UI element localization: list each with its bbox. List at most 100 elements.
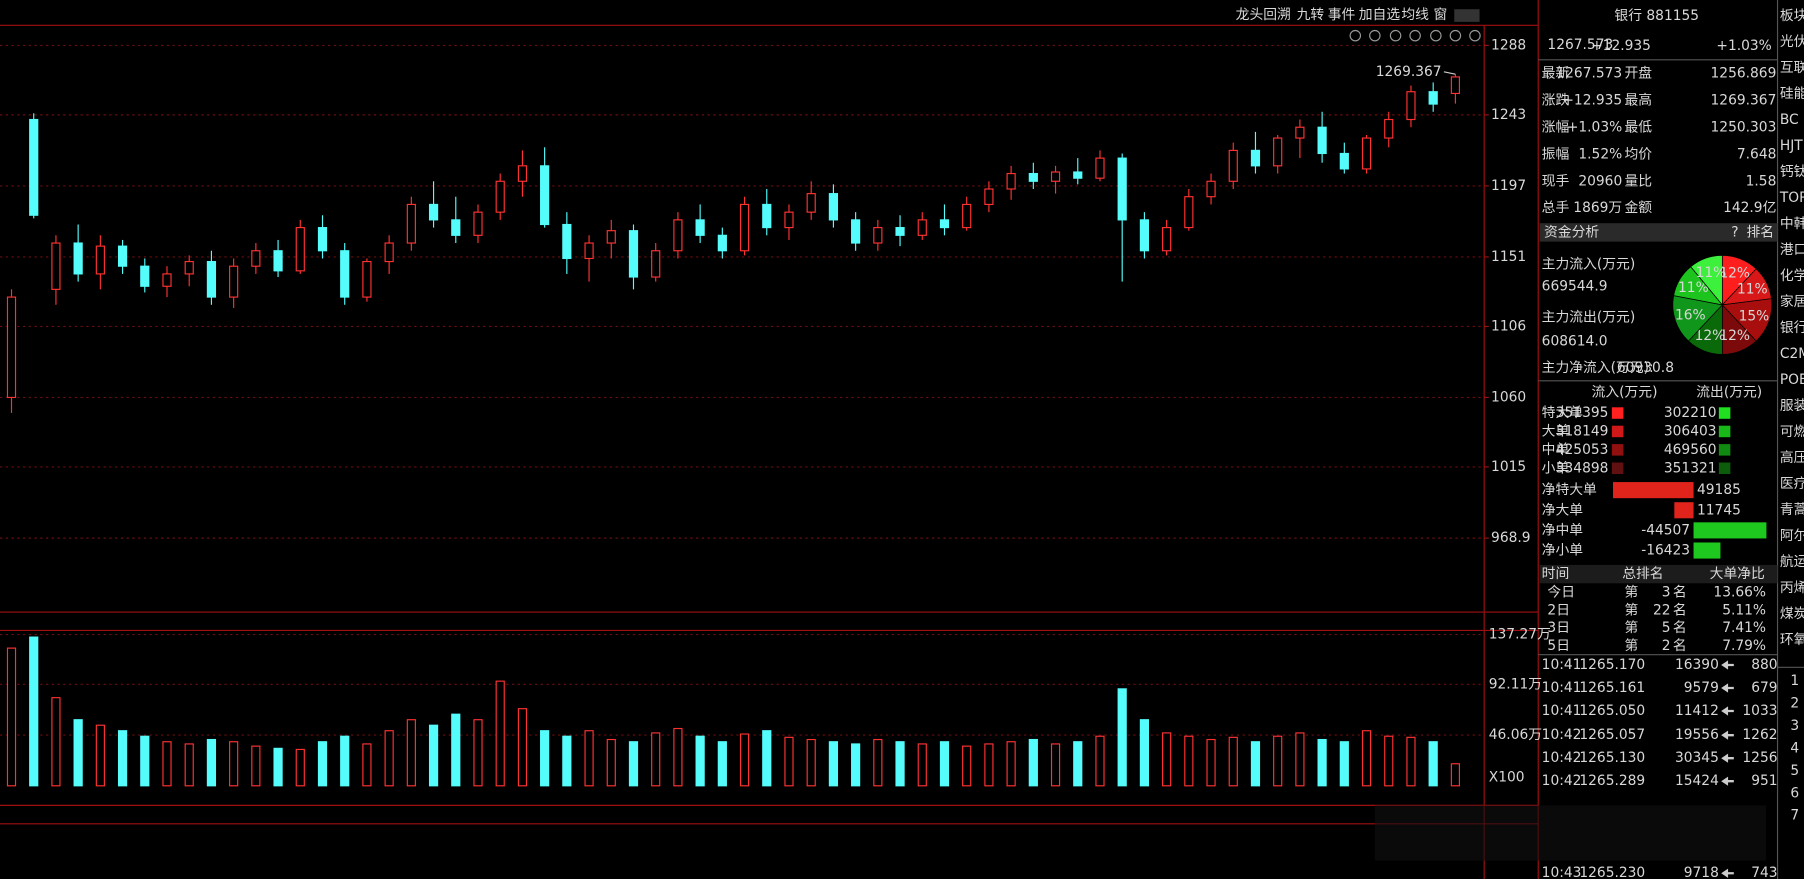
- sector-item[interactable]: 服装: [1780, 398, 1804, 414]
- quote-label: 现手: [1542, 173, 1570, 189]
- sector-item[interactable]: C2M: [1780, 346, 1804, 362]
- quote-label: 量比: [1625, 173, 1653, 189]
- sector-item[interactable]: 互联: [1780, 60, 1804, 76]
- trade-count: 1033: [1742, 703, 1777, 719]
- candle-body: [1384, 118, 1394, 139]
- toolbar-button[interactable]: 窗: [1434, 6, 1448, 23]
- page-number[interactable]: 3: [1790, 718, 1799, 734]
- sector-item[interactable]: 港口: [1780, 242, 1804, 258]
- quote-value: 7.648: [1737, 146, 1777, 162]
- sector-item[interactable]: 青蒿: [1780, 502, 1804, 518]
- candle-body: [695, 219, 705, 236]
- sector-item[interactable]: TOP: [1779, 190, 1804, 206]
- volume-bar: [295, 748, 305, 787]
- tool-icon[interactable]: [1369, 29, 1381, 42]
- outflow-label: 主力流出(万元): [1542, 310, 1636, 326]
- sector-item[interactable]: 可燃: [1780, 423, 1804, 440]
- sector-item[interactable]: 中韩: [1780, 216, 1804, 232]
- page-number[interactable]: 6: [1790, 785, 1799, 801]
- volume-bar: [451, 713, 461, 787]
- tool-icon[interactable]: [1389, 29, 1402, 42]
- quote-label: 最新: [1542, 66, 1570, 82]
- sector-item[interactable]: 环氧: [1780, 632, 1804, 648]
- net-bar: [1693, 542, 1721, 559]
- y-tick-label: 1015: [1491, 459, 1526, 475]
- tool-icon[interactable]: [1469, 29, 1481, 42]
- candle-body: [584, 242, 594, 260]
- sector-item[interactable]: 光伏: [1780, 34, 1804, 50]
- sector-item[interactable]: 医疗: [1780, 476, 1804, 492]
- page-number[interactable]: 1: [1790, 673, 1799, 689]
- candle-body: [428, 203, 439, 221]
- toolbar-button[interactable]: 事件: [1328, 7, 1356, 23]
- rank-button[interactable]: 排名: [1746, 224, 1774, 240]
- page-number[interactable]: 5: [1790, 763, 1799, 779]
- sector-item[interactable]: 钙钛: [1780, 164, 1804, 180]
- trade-time: 10:43: [1542, 865, 1582, 879]
- sector-item[interactable]: 银行: [1780, 320, 1804, 336]
- toolbar-button[interactable]: 均线: [1401, 7, 1429, 23]
- sector-item[interactable]: BC: [1780, 112, 1799, 128]
- tool-icon[interactable]: [1349, 29, 1362, 42]
- sector-item[interactable]: 化学: [1780, 268, 1804, 284]
- pie-label: 12%: [1719, 266, 1750, 282]
- sector-item[interactable]: 硅能: [1780, 86, 1804, 102]
- candle-body: [1139, 219, 1150, 252]
- toolbar-arrow[interactable]: [1454, 9, 1480, 22]
- volume-bar: [828, 741, 839, 787]
- page-number[interactable]: 2: [1790, 696, 1799, 712]
- pie-label: 16%: [1675, 307, 1706, 323]
- price-pct: +1.03%: [1716, 38, 1771, 54]
- sector-item[interactable]: 板块: [1780, 8, 1804, 24]
- volume-bar: [1450, 763, 1460, 787]
- volume-bar: [473, 719, 483, 787]
- rank-text: 名: [1673, 585, 1687, 601]
- sector-item[interactable]: 丙烯: [1780, 580, 1804, 596]
- page-number[interactable]: 4: [1790, 740, 1799, 756]
- candle-body: [717, 234, 727, 252]
- trade-volume: 30345: [1675, 750, 1719, 766]
- volume-bar: [562, 735, 572, 787]
- toolbar-button[interactable]: 加自选: [1359, 7, 1401, 23]
- help-button[interactable]: ?: [1731, 224, 1738, 240]
- sector-item[interactable]: 阿尔: [1780, 528, 1804, 544]
- volume-bar: [1095, 735, 1105, 787]
- tool-icon[interactable]: [1409, 29, 1421, 42]
- flow-swatch: [1611, 462, 1624, 475]
- toolbar-button[interactable]: 九转: [1297, 7, 1325, 23]
- net-value: -44507: [1641, 522, 1690, 538]
- quote-value: 20960: [1578, 173, 1622, 189]
- volume-unit: X100: [1489, 770, 1525, 786]
- rank-text: 第: [1625, 619, 1639, 636]
- rank-period: 3日: [1547, 620, 1570, 636]
- volume-bar: [1139, 719, 1150, 787]
- toolbar-button[interactable]: 龙头回溯: [1236, 7, 1291, 23]
- pie-slice: [1690, 255, 1723, 306]
- sector-item[interactable]: HJT: [1780, 138, 1803, 154]
- volume-bar: [606, 738, 616, 787]
- net-label: 净特大单: [1542, 482, 1597, 498]
- tool-icon[interactable]: [1430, 29, 1442, 42]
- candle-body: [1006, 172, 1016, 190]
- candle-body: [562, 223, 572, 260]
- trade-count: 880: [1751, 657, 1777, 673]
- rank-text: 名: [1673, 602, 1687, 618]
- quote-label: 均价: [1625, 146, 1653, 162]
- volume-bar: [784, 736, 794, 787]
- volume-bar: [362, 743, 372, 787]
- sector-item[interactable]: 航运: [1780, 554, 1804, 570]
- tool-icon[interactable]: [1449, 29, 1462, 42]
- sector-item[interactable]: 煤炭: [1780, 606, 1804, 622]
- sector-item[interactable]: 高压: [1780, 449, 1804, 466]
- volume-bar: [762, 730, 772, 787]
- pie-slice: [1672, 295, 1723, 342]
- volume-bar: [673, 727, 683, 787]
- net-value: 49185: [1697, 482, 1741, 498]
- sector-item[interactable]: POE: [1780, 372, 1804, 388]
- volume-bar: [1228, 736, 1238, 787]
- sector-item[interactable]: 家居: [1780, 293, 1804, 310]
- flow-swatch: [1611, 425, 1624, 438]
- page-number[interactable]: 7: [1790, 808, 1799, 824]
- volume-bar: [206, 738, 217, 787]
